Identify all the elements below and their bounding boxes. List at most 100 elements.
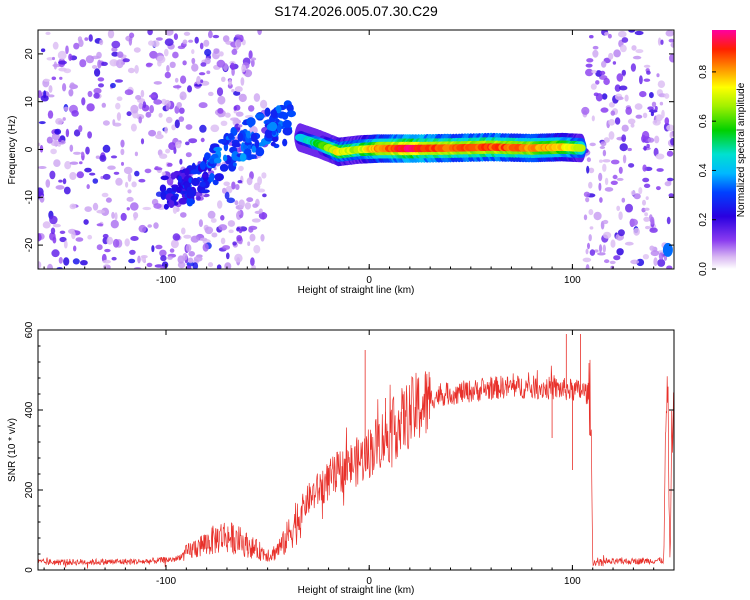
heatmap-speckle	[635, 49, 644, 54]
heatmap-speckle	[181, 227, 186, 235]
heatmap-speckle	[62, 83, 67, 92]
heatmap-speckle	[198, 219, 203, 228]
heatmap-speckle	[87, 234, 93, 240]
heatmap-speckle	[225, 185, 233, 194]
heatmap-speckle	[38, 261, 42, 269]
heatmap-trend-cell	[281, 112, 289, 120]
heatmap-speckle	[250, 58, 255, 68]
heatmap-speckle	[664, 181, 672, 187]
heatmap-speckle	[172, 233, 181, 241]
heatmap-speckle	[669, 53, 674, 63]
heatmap-speckle	[172, 205, 178, 214]
heatmap-speckle	[71, 230, 76, 240]
heatmap-speckle	[643, 78, 651, 82]
heatmap-speckle	[102, 120, 110, 126]
heatmap-speckle	[68, 53, 73, 61]
snr-x-tick-label: -100	[156, 576, 176, 587]
heatmap-trend-cell	[199, 161, 206, 170]
heatmap-speckle	[234, 34, 242, 38]
heatmap-speckle	[77, 36, 83, 43]
heatmap-trend-cell	[213, 157, 222, 164]
heatmap-speckle	[97, 59, 102, 69]
heatmap-speckle	[207, 262, 214, 268]
heatmap-speckle	[96, 223, 104, 227]
heatmap-speckle	[237, 124, 243, 128]
heatmap-speckle	[643, 183, 651, 188]
heatmap-speckle	[116, 96, 123, 101]
heatmap-speckle	[149, 105, 155, 114]
heatmap-speckle	[260, 234, 265, 242]
heatmap-speckle	[161, 171, 166, 176]
heatmap-speckle	[115, 177, 123, 186]
heatmap-speckle	[660, 39, 664, 45]
heatmap-speckle	[639, 91, 647, 98]
heatmap-trend-cell	[282, 138, 288, 147]
heatmap-trend-cell	[204, 152, 211, 161]
heatmap-speckle	[613, 49, 621, 58]
heatmap-speckle	[172, 51, 179, 59]
heatmap-speckle	[618, 30, 627, 38]
heatmap-speckle	[642, 177, 650, 183]
heatmap-speckle	[52, 223, 61, 228]
heatmap-trend-cell	[245, 130, 251, 139]
heatmap-speckle	[101, 192, 109, 198]
heatmap-speckle	[238, 228, 243, 234]
heatmap-speckle	[602, 163, 607, 172]
heatmap-speckle	[212, 34, 220, 39]
heatmap-speckle	[54, 128, 62, 135]
heatmap-speckle	[230, 62, 235, 71]
spectrogram-x-tick-label: 0	[366, 275, 372, 286]
heatmap-speckle	[179, 158, 183, 165]
heatmap-trend-cell	[213, 146, 223, 152]
heatmap-speckle	[110, 82, 116, 89]
heatmap-speckle	[62, 117, 66, 121]
heatmap-speckle	[52, 41, 59, 50]
heatmap-speckle	[664, 117, 670, 125]
heatmap-speckle	[170, 239, 179, 249]
heatmap-speckle	[234, 86, 243, 93]
heatmap-speckle	[628, 163, 635, 168]
heatmap-speckle	[630, 123, 635, 128]
heatmap-speckle	[142, 101, 147, 109]
heatmap-speckle	[618, 166, 623, 174]
heatmap-speckle	[96, 209, 106, 214]
heatmap-speckle	[167, 162, 173, 167]
heatmap-speckle	[86, 103, 95, 112]
heatmap-speckle	[127, 189, 132, 194]
heatmap-speckle	[58, 257, 63, 264]
heatmap-speckle	[589, 142, 596, 147]
heatmap-speckle	[238, 165, 244, 172]
heatmap-speckle	[120, 148, 125, 156]
heatmap-trend-cell	[247, 144, 253, 150]
heatmap-speckle	[39, 195, 45, 203]
snr-x-tick-label: 0	[366, 576, 372, 587]
heatmap-speckle	[621, 124, 629, 132]
heatmap-ridge-cell	[576, 144, 586, 152]
heatmap-speckle	[206, 70, 211, 75]
heatmap-trend-cell	[250, 133, 258, 142]
heatmap-speckle	[610, 265, 615, 269]
heatmap-speckle	[233, 105, 237, 111]
heatmap-speckle	[65, 45, 69, 54]
heatmap-speckle	[666, 124, 674, 132]
heatmap-speckle	[200, 62, 207, 67]
heatmap-speckle	[608, 102, 615, 108]
heatmap-speckle	[625, 203, 633, 213]
heatmap-speckle	[656, 186, 661, 191]
heatmap-speckle	[123, 166, 133, 175]
heatmap-speckle	[42, 221, 51, 229]
heatmap-speckle	[604, 259, 610, 264]
heatmap-speckle	[46, 136, 53, 144]
heatmap-speckle	[250, 257, 255, 266]
heatmap-speckle	[185, 152, 192, 158]
heatmap-speckle	[220, 215, 225, 221]
heatmap-speckle	[630, 190, 636, 196]
heatmap-speckle	[241, 64, 247, 73]
heatmap-speckle	[191, 49, 195, 55]
heatmap-speckle	[585, 197, 590, 203]
heatmap-speckle	[128, 36, 133, 46]
heatmap-speckle	[50, 139, 59, 147]
heatmap-speckle	[627, 147, 632, 152]
heatmap-speckle	[200, 79, 204, 83]
heatmap-speckle	[649, 245, 655, 251]
